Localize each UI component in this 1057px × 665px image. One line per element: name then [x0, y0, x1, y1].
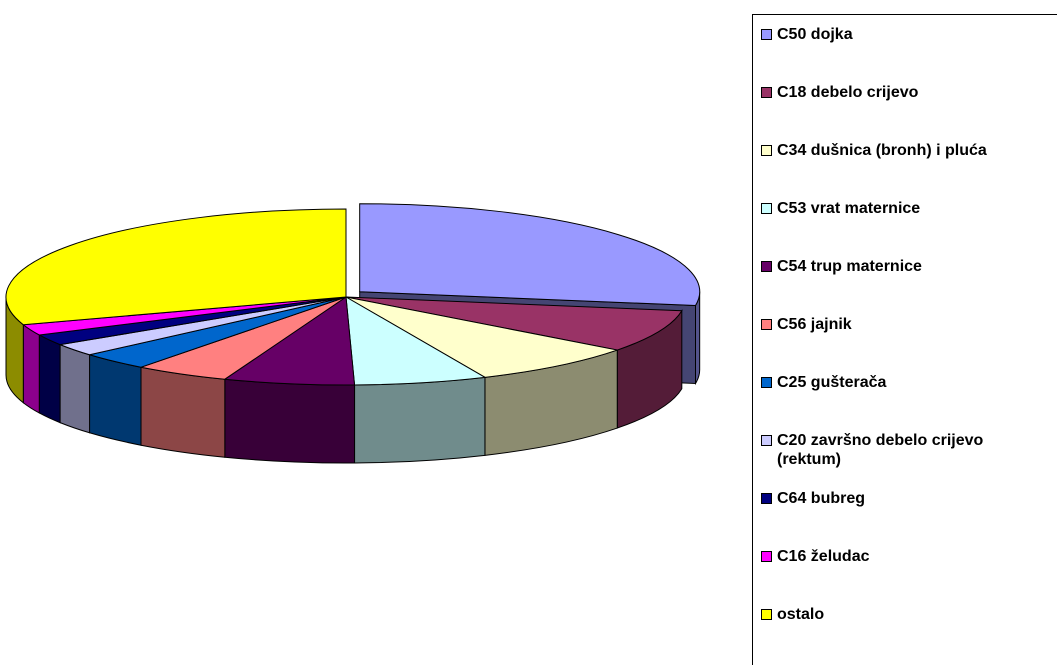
legend-item: C16 želudac — [761, 547, 869, 566]
pie-side-3 — [354, 376, 486, 464]
legend-item: C34 dušnica (bronh) i pluća — [761, 141, 987, 160]
pie-side-4 — [224, 378, 356, 464]
legend-item: C54 trup maternice — [761, 257, 922, 276]
pie-slice-3 — [345, 296, 487, 386]
legend-swatch — [761, 319, 772, 330]
pie-slice-0 — [359, 203, 701, 307]
legend-item: C64 bubreg — [761, 489, 865, 508]
legend-swatch — [761, 203, 772, 214]
legend-label: C16 želudac — [777, 548, 870, 565]
pie-slice-1 — [345, 296, 683, 351]
legend-item: C25 gušterača — [761, 373, 886, 392]
legend-item: C18 debelo crijevo — [761, 83, 918, 102]
legend-label: C50 dojka — [777, 26, 853, 43]
legend-swatch — [761, 261, 772, 272]
legend-item: C56 jajnik — [761, 315, 852, 334]
legend: C50 dojka C18 debelo crijevo C34 dušnica (… — [752, 14, 1057, 665]
pie-side-8 — [38, 334, 61, 424]
legend-label: C56 jajnik — [777, 316, 852, 333]
legend-label: ostalo — [777, 606, 825, 623]
legend-swatch — [761, 609, 772, 620]
legend-label: C54 trup maternice — [777, 258, 922, 275]
legend-swatch — [761, 493, 772, 504]
pie-chart — [5, 203, 701, 464]
legend-swatch — [761, 435, 772, 446]
pie-slice-2 — [345, 296, 620, 378]
pie-slice-10 — [5, 208, 347, 326]
legend-item: C20 završno debelo crijevo (rektum) — [761, 431, 1027, 469]
legend-item: C53 vrat maternice — [761, 199, 920, 218]
pie-side-0 — [695, 291, 701, 386]
legend-label: C64 bubreg — [777, 490, 866, 507]
legend-swatch — [761, 29, 772, 40]
pie-side-5 — [140, 366, 226, 458]
legend-label: C18 debelo crijevo — [777, 84, 919, 101]
legend-label: C34 dušnica (bronh) i pluća — [777, 142, 987, 159]
pie-slice-4 — [223, 296, 356, 386]
legend-swatch — [761, 377, 772, 388]
legend-swatch — [761, 551, 772, 562]
legend-item: C50 dojka — [761, 25, 853, 44]
legend-label: C20 završno debelo crijevo (rektum) — [777, 432, 984, 468]
pie-side-7 — [59, 343, 91, 434]
legend-swatch — [761, 87, 772, 98]
pie-side-9 — [22, 323, 40, 414]
legend-label: C25 gušterača — [777, 374, 887, 391]
legend-swatch — [761, 145, 772, 156]
legend-item: ostalo — [761, 605, 824, 624]
legend-label: C53 vrat maternice — [777, 200, 921, 217]
pie-side-6 — [89, 354, 142, 446]
